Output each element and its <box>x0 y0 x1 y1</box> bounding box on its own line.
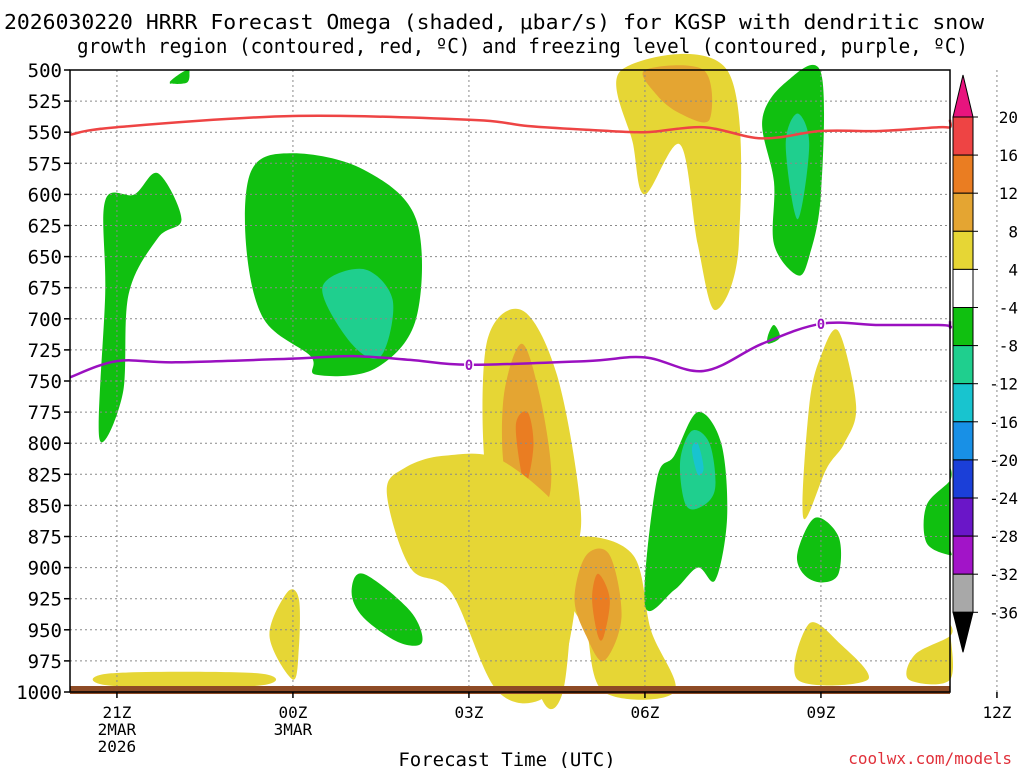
omega-region-2 <box>322 268 394 359</box>
y-tick-label-700: 700 <box>28 309 62 331</box>
omega-region-6 <box>642 65 713 123</box>
y-tick-label-525: 525 <box>28 91 62 113</box>
colorbar-label-5: -4 <box>999 299 1018 318</box>
colorbar-label-12: -32 <box>989 565 1018 584</box>
freezing-level-label-1: 0 <box>817 317 825 333</box>
dgz-contour-line <box>69 114 953 140</box>
ground-strip <box>70 686 950 694</box>
colorbar-swatch-c8_12 <box>952 192 974 232</box>
y-tick-label-500: 500 <box>28 60 62 82</box>
omega-region-4 <box>169 70 190 84</box>
colorbar-label-13: -36 <box>989 603 1018 622</box>
colorbar-swatch-c_36_m32 <box>952 573 974 613</box>
colorbar-label-4: 4 <box>1008 260 1018 279</box>
y-tick-label-575: 575 <box>28 153 62 175</box>
colorbar-label-11: -28 <box>989 527 1018 546</box>
x-tick-label-06Z-0: 06Z <box>630 703 659 722</box>
x-tick-label-12Z-0: 12Z <box>982 703 1011 722</box>
colorbar-swatch-c12_16 <box>952 154 974 194</box>
y-tick-label-950: 950 <box>28 620 62 642</box>
y-tick-label-1000: 1000 <box>16 682 62 704</box>
colorbar-label-6: -8 <box>999 337 1018 356</box>
colorbar-label-7: -12 <box>989 375 1018 394</box>
x-tick-label-00Z-0: 00Z <box>278 703 307 722</box>
x-tick-label-21Z-2: 2026 <box>98 737 137 756</box>
omega-region-18 <box>592 573 610 641</box>
colorbar-swatch-c_32_m28 <box>952 535 974 575</box>
omega-region-31 <box>269 589 300 680</box>
omega-shading-layer <box>92 53 954 710</box>
colorbar-label-3: 8 <box>1008 222 1018 241</box>
omega-region-15 <box>386 453 581 704</box>
chart-title-line-1: 2026030220 HRRR Forecast Omega (shaded, … <box>4 10 985 34</box>
colorbar-swatch-c_28_m24 <box>952 497 974 537</box>
y-tick-label-850: 850 <box>28 495 62 517</box>
freezing-level-label-0: 0 <box>465 358 473 374</box>
freezing-level-line <box>69 321 953 379</box>
omega-region-30 <box>351 573 423 646</box>
y-tick-label-875: 875 <box>28 527 62 549</box>
x-tick-label-21Z-1: 2MAR <box>98 720 137 739</box>
omega-region-14 <box>515 411 534 484</box>
colorbar-swatch-c4_8 <box>952 230 974 270</box>
x-tick-label-00Z-1: 3MAR <box>274 720 313 739</box>
colorbar-label-10: -24 <box>989 489 1018 508</box>
x-axis-label: Forecast Time (UTC) <box>398 749 615 768</box>
y-tick-label-600: 600 <box>28 184 62 206</box>
omega-region-23 <box>796 517 842 583</box>
y-tick-label-900: 900 <box>28 558 62 580</box>
omega-region-8 <box>785 113 810 220</box>
y-tick-label-650: 650 <box>28 247 62 269</box>
y-tick-label-925: 925 <box>28 589 62 611</box>
colorbar-swatch-c_20_m16 <box>952 421 974 461</box>
omega-region-21 <box>691 442 704 476</box>
omega-region-25 <box>923 467 952 556</box>
colorbar-swatch-c16_20 <box>952 116 974 156</box>
colorbar: 20 16 12 8 4 -4 -8 -12 -16 -20 -24 -28 -32 -36 <box>952 74 1018 653</box>
contour-lines-layer: 00 <box>69 114 953 379</box>
watermark: coolwx.com/models <box>848 749 1012 768</box>
omega-region-34 <box>906 622 954 685</box>
colorbar-under-arrow <box>952 611 974 653</box>
colorbar-swatch-c_12_m8 <box>952 345 974 385</box>
grid-layer <box>70 70 998 692</box>
x-tick-label-21Z-0: 21Z <box>102 703 131 722</box>
omega-region-0 <box>98 172 182 443</box>
y-tick-label-775: 775 <box>28 402 62 424</box>
colorbar-label-2: 12 <box>999 184 1018 203</box>
x-tick-label-03Z-0: 03Z <box>454 703 483 722</box>
colorbar-label-8: -16 <box>989 413 1018 432</box>
colorbar-label-1: 16 <box>999 146 1018 165</box>
omega-region-33 <box>794 622 870 686</box>
omega-region-32 <box>92 671 277 688</box>
chart-title-line-2: growth region (contoured, red, ºC) and f… <box>77 34 968 58</box>
colorbar-swatch-c_16_m12 <box>952 383 974 423</box>
y-tick-label-625: 625 <box>28 216 62 238</box>
colorbar-label-9: -20 <box>989 451 1018 470</box>
colorbar-over-arrow <box>952 74 974 118</box>
x-tick-label-09Z-0: 09Z <box>806 703 835 722</box>
colorbar-swatch-c_4_4 <box>952 268 974 308</box>
y-tick-label-750: 750 <box>28 371 62 393</box>
colorbar-label-0: 20 <box>999 108 1018 127</box>
y-axis: 500 525 550 575 600 625 650 675 700 725 750 775 800 8… <box>16 60 70 704</box>
y-tick-label-550: 550 <box>28 122 62 144</box>
omega-region-22 <box>802 329 857 520</box>
y-tick-label-725: 725 <box>28 340 62 362</box>
y-tick-label-800: 800 <box>28 433 62 455</box>
colorbar-swatch-c_8_m4 <box>952 307 974 347</box>
y-tick-label-975: 975 <box>28 651 62 673</box>
y-tick-label-825: 825 <box>28 464 62 486</box>
colorbar-swatch-c_24_m20 <box>952 459 974 499</box>
y-tick-label-675: 675 <box>28 278 62 300</box>
